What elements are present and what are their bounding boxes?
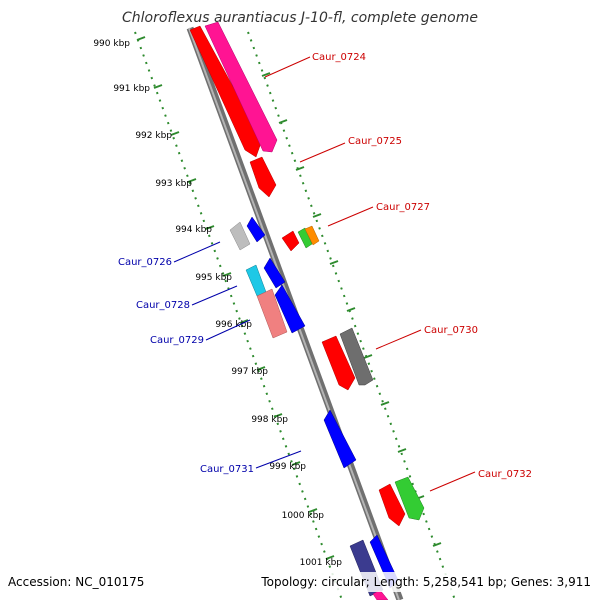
tick-mark [295, 166, 305, 171]
tick-label: 998 kbp [251, 415, 288, 425]
tick-mark [170, 131, 180, 136]
gene-label-caur-0726[interactable]: Caur_0726 [118, 257, 172, 268]
tick-label: 995 kbp [195, 273, 232, 283]
callout-line-caur-0732 [429, 471, 476, 492]
tick-mark [432, 542, 442, 547]
tick-label: 1000 kbp [282, 511, 325, 521]
gene-caur-0727[interactable] [281, 230, 300, 252]
tick-marks [136, 36, 442, 560]
gene-caur-0724[interactable] [189, 25, 263, 158]
gene-caur-0728[interactable] [245, 264, 267, 297]
tick-labels: 990 kbp 991 kbp 992 kbp 993 kbp 994 kbp … [93, 39, 342, 568]
tick-mark [153, 84, 163, 89]
tick-label: 991 kbp [113, 84, 150, 94]
gene-green-small[interactable] [297, 227, 313, 249]
tick-mark [346, 307, 356, 312]
accession-text: Accession: NC_010175 [8, 575, 144, 589]
gene-label-caur-0729[interactable]: Caur_0729 [150, 335, 204, 346]
tick-mark [397, 448, 407, 453]
callout-line-caur-0727 [327, 206, 374, 227]
gene-label-caur-0730[interactable]: Caur_0730 [424, 325, 478, 336]
tick-mark [222, 272, 232, 277]
map-title: Chloroflexus aurantiacus J-10-fl, comple… [122, 10, 478, 26]
tick-mark [256, 366, 266, 371]
tick-mark [312, 213, 322, 218]
gene-green-right[interactable] [394, 476, 425, 521]
tick-label: 993 kbp [155, 179, 192, 189]
tick-label: 990 kbp [93, 39, 130, 49]
tick-label: 1001 kbp [300, 558, 343, 568]
tick-mark [278, 119, 288, 124]
tick-label: 999 kbp [269, 462, 306, 472]
callout-line-caur-0725 [299, 142, 346, 163]
gene-caur-0731[interactable] [323, 409, 357, 469]
gene-blue-left-1[interactable] [246, 216, 266, 243]
gene-label-caur-0731[interactable]: Caur_0731 [200, 464, 254, 475]
callout-line-caur-0730 [375, 329, 422, 350]
gene-caur-0730[interactable] [321, 335, 356, 391]
gene-labels: Caur_0724 Caur_0725 Caur_0727 Caur_0730 … [118, 52, 532, 480]
gene-label-caur-0732[interactable]: Caur_0732 [478, 469, 532, 480]
footer-band [0, 572, 600, 592]
callout-line-caur-0731 [255, 450, 302, 469]
gene-pink[interactable] [204, 21, 278, 153]
tick-mark [380, 401, 390, 406]
tick-mark [291, 461, 301, 466]
gene-caur-0729[interactable] [256, 288, 288, 339]
tick-mark [187, 178, 197, 183]
tick-mark [261, 72, 271, 77]
gene-blue-left-2[interactable] [263, 257, 286, 289]
tick-label: 994 kbp [175, 225, 212, 235]
genome-summary-text: Topology: circular; Length: 5,258,541 bp… [260, 575, 591, 589]
gene-label-caur-0728[interactable]: Caur_0728 [136, 300, 190, 311]
gene-gray-right[interactable] [339, 327, 374, 386]
callout-line-caur-0729 [205, 319, 251, 341]
gene-blue-left-3[interactable] [274, 284, 306, 334]
gene-caur-0732[interactable] [378, 483, 406, 527]
gene-gray-left[interactable] [229, 221, 251, 251]
tick-mark [205, 225, 215, 230]
gene-caur-0725[interactable] [249, 156, 277, 198]
callout-line-caur-0726 [173, 241, 221, 263]
gene-orange-small[interactable] [304, 225, 320, 246]
tick-mark [363, 354, 373, 359]
gene-label-caur-0725[interactable]: Caur_0725 [348, 136, 402, 147]
gene-label-caur-0727[interactable]: Caur_0727 [376, 202, 430, 213]
tick-mark [239, 319, 249, 324]
tick-mark [273, 413, 283, 418]
callout-line-caur-0724 [264, 56, 311, 78]
tick-mark [136, 36, 146, 41]
tick-mark [308, 508, 318, 513]
gene-label-caur-0724[interactable]: Caur_0724 [312, 52, 366, 63]
tick-mark [325, 555, 335, 560]
tick-label: 996 kbp [215, 320, 252, 330]
callout-line-caur-0728 [191, 285, 238, 306]
tick-label: 997 kbp [231, 367, 268, 377]
tick-label: 992 kbp [135, 131, 172, 141]
tick-mark [329, 260, 339, 265]
callout-lines [173, 56, 476, 492]
